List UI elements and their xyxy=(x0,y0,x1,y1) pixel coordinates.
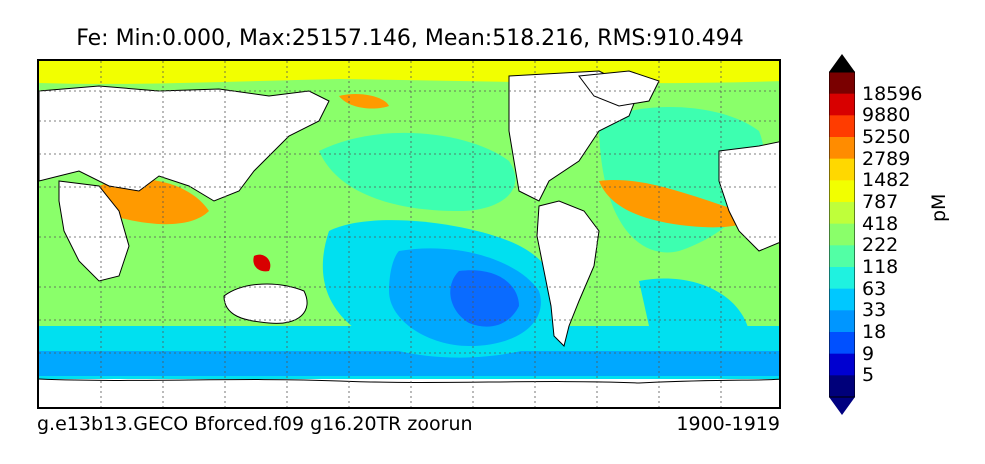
colorbar-tick-label: 118 xyxy=(862,256,899,278)
colorbar-segment xyxy=(829,158,855,181)
antarctica-landmass xyxy=(39,379,779,407)
colorbar-top-arrow xyxy=(829,54,855,72)
colorbar-tick-label: 33 xyxy=(862,299,887,322)
colorbar-tick-label: 18 xyxy=(862,321,887,343)
colorbar-tick-label: 222 xyxy=(862,234,899,257)
colorbar-tick-label: 5250 xyxy=(862,126,911,148)
indian-ocean-region xyxy=(105,227,249,308)
africa-east-landmass xyxy=(58,180,130,282)
colorbar-segment xyxy=(829,267,855,290)
colorbar-segment xyxy=(829,137,855,160)
case-name-label: g.e13b13.GECO Bforced.f09 g16.20TR zooru… xyxy=(37,413,473,435)
colorbar-segment xyxy=(829,223,855,246)
global-fe-map xyxy=(37,59,781,409)
colorbar-segment xyxy=(829,245,855,268)
year-range-label: 1900-1919 xyxy=(676,413,780,435)
saharan-dust-plume xyxy=(599,180,747,228)
colorbar-segment xyxy=(829,310,855,333)
colorbar-tick-label: 18596 xyxy=(862,82,923,105)
greenland-landmass xyxy=(578,70,660,107)
arabian-sea-high xyxy=(99,179,209,225)
graticule xyxy=(39,61,779,407)
africa-west-landmass xyxy=(718,141,779,252)
colorbar-segment xyxy=(829,375,855,398)
colorbar-segment xyxy=(829,353,855,376)
colorbar-tick-label: 787 xyxy=(862,191,899,213)
colorbar-tick-label: 5 xyxy=(862,364,875,387)
colorbar-outline xyxy=(829,71,855,398)
colorbar-segment xyxy=(829,72,855,95)
colorbar-segment xyxy=(829,288,855,311)
colorbar xyxy=(829,54,855,415)
colorbar-tick-label: 2789 xyxy=(862,147,911,170)
antarctica-coastline xyxy=(39,378,779,384)
colorbar-segment xyxy=(829,180,855,203)
colorbar-tick-label: 418 xyxy=(862,212,899,235)
colorbar-tick-label: 9 xyxy=(862,342,875,365)
colorbar-unit: pM xyxy=(928,193,950,222)
colorbar-segment xyxy=(829,202,855,225)
southern-ocean-low-band xyxy=(39,351,779,376)
indonesia-extreme xyxy=(253,254,271,272)
colorbar-segment xyxy=(829,115,855,138)
colorbar-tick-label: 1482 xyxy=(862,169,911,192)
colorbar-tick-label: 63 xyxy=(862,277,887,300)
colorbar-segment xyxy=(829,93,855,116)
pacific-min-region xyxy=(450,270,519,327)
colorbar-bottom-arrow xyxy=(829,397,855,415)
colorbar-segment xyxy=(829,332,855,355)
north-pacific-region xyxy=(319,132,516,211)
map-title: Fe: Min:0.000, Max:25157.146, Mean:518.2… xyxy=(76,26,744,51)
bering-high xyxy=(339,94,389,109)
colorbar-tick-label: 9880 xyxy=(862,104,911,127)
south-america-landmass xyxy=(536,200,600,347)
south-atlantic-region xyxy=(639,278,749,342)
map-svg xyxy=(39,61,779,407)
australia-landmass xyxy=(223,283,308,324)
